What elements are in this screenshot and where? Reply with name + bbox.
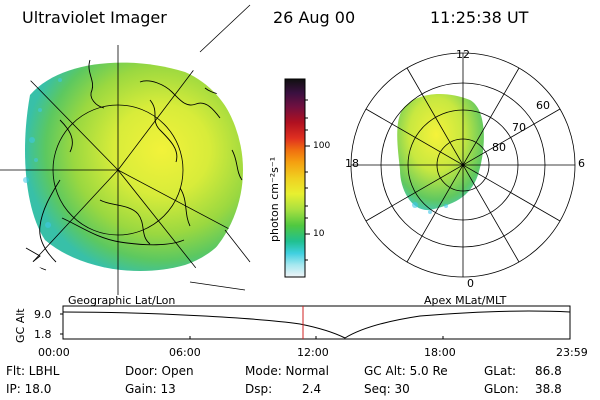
mlat-label-60: 60 (536, 99, 550, 112)
status-seq: Seq: 30 (364, 382, 410, 396)
status-filter: Flt: LBHL (6, 364, 60, 378)
status-dsp-value: 2.4 (302, 382, 322, 396)
status-glat-value: 86.8 (535, 364, 562, 378)
xtick-0600: 06:00 (169, 346, 201, 359)
status-door: Door: Open (125, 364, 194, 378)
status-dsp-label: Dsp: (245, 382, 273, 396)
instrument-title: Ultraviolet Imager (22, 8, 167, 27)
left-panel-caption: Geographic Lat/Lon (68, 294, 176, 307)
status-ip: IP: 18.0 (6, 382, 52, 396)
time-label: 11:25:38 UT (430, 8, 529, 27)
right-panel-caption: Apex MLat/MLT (424, 294, 507, 307)
xtick-1800: 18:00 (424, 346, 456, 359)
status-gc-alt: GC Alt: 5.0 Re (364, 364, 448, 378)
altitude-plot (60, 305, 571, 340)
xtick-0000: 00:00 (38, 346, 70, 359)
mlt-label-0: 0 (467, 277, 474, 290)
altitude-ylabel: GC Alt (14, 308, 27, 343)
mlt-label-6: 6 (578, 157, 585, 170)
status-gain: Gain: 13 (125, 382, 176, 396)
xtick-1200: 12:00 (297, 346, 329, 359)
xtick-2359: 23:59 (556, 346, 588, 359)
mlt-label-18: 18 (345, 157, 359, 170)
polar-plot (350, 52, 576, 278)
geographic-image (0, 4, 251, 295)
colorbar-unit-label: photon cm⁻²s⁻¹ (268, 156, 281, 242)
colorbar-tick-10: 10 (313, 229, 325, 239)
colorbar-tick-100: 100 (313, 141, 331, 151)
status-glat-label: GLat: (484, 364, 517, 378)
mlat-label-70: 70 (512, 121, 526, 134)
colorbar (284, 78, 306, 278)
status-glon-value: 38.8 (535, 382, 562, 396)
altitude-ytick-9: 9.0 (34, 308, 52, 321)
altitude-ytick-1-8: 1.8 (34, 328, 52, 341)
colorbar-ticks (305, 99, 310, 261)
mlt-label-12: 12 (456, 48, 470, 61)
status-mode: Mode: Normal (245, 364, 329, 378)
mlat-label-80: 80 (492, 141, 506, 154)
status-glon-label: GLon: (484, 382, 519, 396)
date-label: 26 Aug 00 (273, 8, 356, 27)
